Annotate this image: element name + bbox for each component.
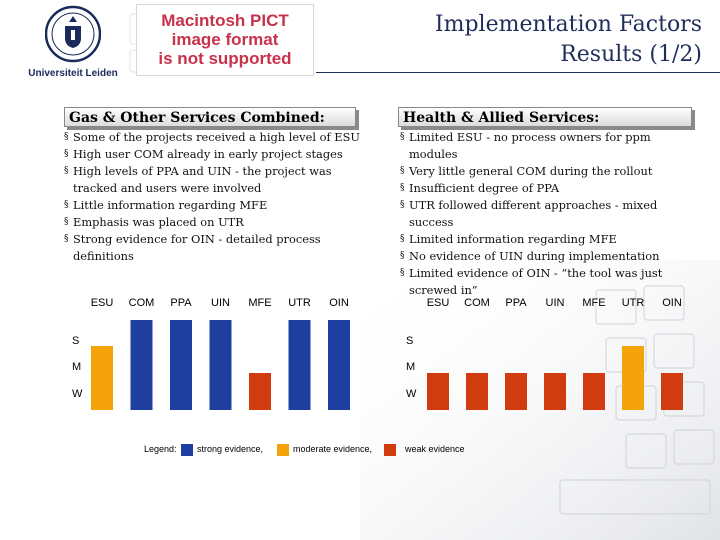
evidence-bar xyxy=(328,320,350,410)
evidence-bar xyxy=(288,320,311,410)
x-tick-label: UIN xyxy=(211,297,230,309)
bullet-item: Little information regarding MFE xyxy=(64,197,360,214)
x-tick-label: MFE xyxy=(582,297,605,309)
left-evidence-chart: S M W ESU COM PPA UIN MFE UTR OIN xyxy=(64,290,360,440)
left-panel-heading: Gas & Other Services Combined: xyxy=(64,107,356,127)
x-tick-label: MFE xyxy=(248,297,271,309)
bullet-item: High levels of PPA and UIN - the project… xyxy=(64,163,360,197)
left-chart-svg: S M W ESU COM PPA UIN MFE UTR OIN xyxy=(72,297,350,410)
university-logo: Universiteit Leiden xyxy=(18,4,128,79)
evidence-bar xyxy=(583,373,605,410)
slide-title-line: Implementation Factors xyxy=(434,12,702,37)
legend-swatch-weak xyxy=(384,444,396,456)
bullet-item: Limited ESU - no process owners for ppm … xyxy=(400,129,698,163)
bullet-item: Limited evidence of OIN - “the tool was … xyxy=(400,265,698,299)
x-tick-label: COM xyxy=(464,297,490,309)
legend-label: Legend: xyxy=(144,444,177,454)
unsupported-image-placeholder: Macintosh PICT image format is not suppo… xyxy=(136,4,314,76)
title-divider xyxy=(316,72,720,73)
x-tick-label: UIN xyxy=(546,297,565,309)
x-tick-label: UTR xyxy=(288,297,311,309)
y-level-label: M xyxy=(406,361,415,373)
legend-swatch-strong xyxy=(181,444,193,456)
university-seal-icon xyxy=(44,5,102,63)
bullet-item: UTR followed different approaches - mixe… xyxy=(400,197,698,231)
bullet-item: Some of the projects received a high lev… xyxy=(64,129,360,146)
x-tick-label: ESU xyxy=(91,297,114,309)
legend-swatch-moderate xyxy=(277,444,289,456)
evidence-bar xyxy=(505,373,527,410)
evidence-bar xyxy=(622,346,644,410)
legend-item-moderate: moderate evidence, xyxy=(293,444,373,454)
x-tick-label: PPA xyxy=(505,297,527,309)
placeholder-line: is not supported xyxy=(158,49,292,68)
x-tick-label: PPA xyxy=(170,297,192,309)
right-evidence-chart: S M W ESU COM PPA UIN MFE UTR OIN xyxy=(398,290,698,440)
y-level-label: S xyxy=(406,335,413,347)
evidence-bar xyxy=(170,320,192,410)
bullet-item: High user COM already in early project s… xyxy=(64,146,360,163)
right-chart-svg: S M W ESU COM PPA UIN MFE UTR OIN xyxy=(406,297,683,410)
bullet-item: No evidence of UIN during implementation xyxy=(400,248,698,265)
x-tick-label: OIN xyxy=(329,297,349,309)
y-level-label: M xyxy=(72,361,81,373)
evidence-bar xyxy=(209,320,232,410)
evidence-bar xyxy=(249,373,271,410)
evidence-bar xyxy=(466,373,488,410)
placeholder-line: Macintosh PICT xyxy=(161,11,289,30)
legend-item-weak: weak evidence xyxy=(405,444,465,454)
bullet-item: Strong evidence for OIN - detailed proce… xyxy=(64,231,360,265)
evidence-bar xyxy=(661,373,683,410)
evidence-bar xyxy=(427,373,449,410)
left-bullet-list: Some of the projects received a high lev… xyxy=(64,129,360,265)
y-level-label: W xyxy=(72,388,83,400)
legend-item-strong: strong evidence, xyxy=(197,444,264,454)
x-tick-label: UTR xyxy=(622,297,645,309)
right-panel-heading: Health & Allied Services: xyxy=(398,107,692,127)
x-tick-label: COM xyxy=(129,297,155,309)
evidence-bar xyxy=(91,346,113,410)
slide-title-line: Results (1/2) xyxy=(560,42,702,67)
x-tick-label: OIN xyxy=(662,297,682,309)
bullet-item: Very little general COM during the rollo… xyxy=(400,163,698,180)
chart-legend: Legend: strong evidence, moderate eviden… xyxy=(0,440,720,460)
bullet-item: Limited information regarding MFE xyxy=(400,231,698,248)
placeholder-line: image format xyxy=(171,30,279,49)
bullet-item: Insufficient degree of PPA xyxy=(400,180,698,197)
placeholder-message: Macintosh PICT image format is not suppo… xyxy=(137,11,313,68)
y-level-label: W xyxy=(406,388,417,400)
university-name: Universiteit Leiden xyxy=(28,68,118,79)
x-tick-label: ESU xyxy=(427,297,450,309)
slide-title: Implementation Factors Results (1/2) xyxy=(342,10,702,70)
bullet-item: Emphasis was placed on UTR xyxy=(64,214,360,231)
evidence-bar xyxy=(130,320,153,410)
evidence-bar xyxy=(544,373,566,410)
right-bullet-list: Limited ESU - no process owners for ppm … xyxy=(400,129,698,299)
y-level-label: S xyxy=(72,335,79,347)
